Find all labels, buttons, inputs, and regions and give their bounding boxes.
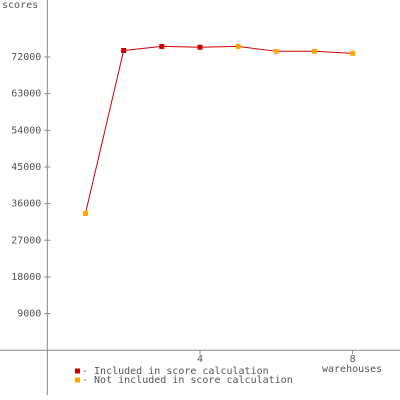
y-tick-label: 54000: [11, 125, 41, 136]
y-tick-label: 27000: [11, 235, 41, 246]
legend-marker: [75, 377, 80, 383]
y-tick-label: 45000: [11, 162, 41, 173]
data-point: [273, 48, 279, 54]
y-axis-label: scores: [2, 0, 38, 11]
data-point: [235, 43, 241, 49]
data-point: [82, 210, 88, 216]
y-tick-label: 63000: [11, 89, 41, 100]
y-tick-label: 18000: [11, 272, 41, 283]
data-point: [350, 50, 356, 56]
x-axis-label: warehouses: [322, 364, 382, 375]
y-tick-label: 36000: [11, 199, 41, 210]
legend-marker: [75, 368, 80, 374]
data-point: [312, 48, 318, 54]
y-tick-label: 9000: [17, 309, 41, 320]
data-point: [159, 43, 165, 49]
y-tick-label: 72000: [11, 52, 41, 63]
legend-label: - Not included in score calculation: [82, 375, 293, 386]
x-tick-label: 4: [197, 354, 203, 365]
data-point: [197, 44, 203, 50]
legend-label: - Included in score calculation: [82, 366, 269, 377]
data-line: [85, 45, 353, 214]
data-point: [121, 47, 127, 53]
x-tick-label: 8: [350, 354, 356, 365]
